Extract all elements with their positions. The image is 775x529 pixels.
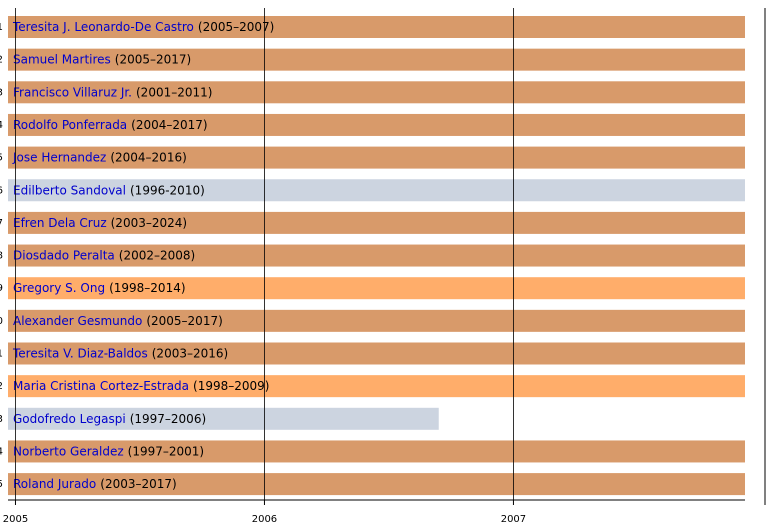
tenure-years: (1998–2009) [193,379,269,393]
bar [8,375,745,398]
tenure-years: (2005–2017) [146,313,222,327]
x-tick-label: 2007 [501,514,526,525]
tenure-years: (2003–2016) [152,346,228,360]
judge-name[interactable]: Gregory S. Ong [13,281,105,295]
row-number: 0 [0,316,3,327]
bar [8,244,745,267]
tenure-years: (2001–2011) [136,85,212,99]
row-label: Godofredo Legaspi (1997–2006) [13,411,206,425]
bar [8,211,745,234]
bar [8,16,745,38]
row-label: Francisco Villaruz Jr. (2001–2011) [13,85,212,99]
tenure-years: (1996-2010) [130,183,205,197]
tenure-years: (1997–2006) [130,411,206,425]
tenure-years: (2005–2017) [115,52,191,66]
bar [8,407,439,430]
x-tick-label: 2006 [252,514,277,525]
row-number: 1 [0,349,3,360]
row-number: 2 [0,55,3,66]
row-label: Samuel Martires (2005–2017) [13,52,191,66]
row-number: 3 [0,87,3,98]
judge-name[interactable]: Norberto Geraldez [13,444,124,458]
bar [8,48,745,71]
row-number: 7 [0,218,3,229]
row-number: 3 [0,414,3,425]
row-label: Maria Cristina Cortez-Estrada (1998–2009) [13,379,269,393]
tenure-years: (2003–2017) [100,477,176,491]
row-number: 4 [0,120,3,131]
bar [8,277,745,300]
bar [8,309,745,332]
judge-name[interactable]: Maria Cristina Cortez-Estrada [13,379,189,393]
row-label: Jose Hernandez (2004–2016) [12,150,187,164]
judge-name[interactable]: Edilberto Sandoval [13,183,126,197]
row-label: Teresita J. Leonardo-De Castro (2005–2007… [12,20,274,34]
tenure-years: (2004–2016) [110,150,186,164]
judge-name[interactable]: Roland Jurado [13,477,96,491]
judge-name[interactable]: Teresita J. Leonardo-De Castro [12,20,194,34]
tenure-years: (2004–2017) [131,117,207,131]
row-number: 9 [0,283,3,294]
row-label: Alexander Gesmundo (2005–2017) [13,313,223,327]
tenure-years: (2005–2007) [198,20,274,34]
judge-name[interactable]: Diosdado Peralta [13,248,115,262]
row-label: Teresita V. Diaz-Baldos (2003–2016) [12,346,228,360]
row-label: Efren Dela Cruz (2003–2024) [13,215,187,229]
row-number: 5 [0,153,3,164]
row-number: 2 [0,381,3,392]
tenure-years: (2002–2008) [119,248,195,262]
row-label: Roland Jurado (2003–2017) [13,477,177,491]
row-number: 6 [0,185,3,196]
tenure-years: (1997–2001) [128,444,204,458]
row-number: 1 [0,22,3,33]
bar [8,179,745,202]
tenure-years: (1998–2014) [109,281,185,295]
row-label: Rodolfo Ponferrada (2004–2017) [13,117,208,131]
row-number: 4 [0,446,3,457]
judge-name[interactable]: Rodolfo Ponferrada [13,117,127,131]
bar [8,81,745,104]
judge-name[interactable]: Efren Dela Cruz [13,215,107,229]
judge-name[interactable]: Francisco Villaruz Jr. [13,85,132,99]
row-label: Edilberto Sandoval (1996-2010) [13,183,205,197]
bar [8,440,745,463]
judge-name[interactable]: Samuel Martires [13,52,111,66]
bar [8,342,745,365]
judge-name[interactable]: Godofredo Legaspi [13,411,126,425]
judge-name[interactable]: Teresita V. Diaz-Baldos [12,346,148,360]
x-tick-label: 2005 [3,514,28,525]
bar [8,473,745,496]
row-number: 5 [0,479,3,490]
row-label: Diosdado Peralta (2002–2008) [13,248,195,262]
row-label: Gregory S. Ong (1998–2014) [13,281,186,295]
tenure-years: (2003–2024) [111,215,187,229]
bar [8,113,745,136]
row-number: 8 [0,251,3,262]
bar [8,146,745,169]
judge-name[interactable]: Alexander Gesmundo [13,313,142,327]
judge-name[interactable]: Jose Hernandez [12,150,106,164]
row-label: Norberto Geraldez (1997–2001) [13,444,204,458]
